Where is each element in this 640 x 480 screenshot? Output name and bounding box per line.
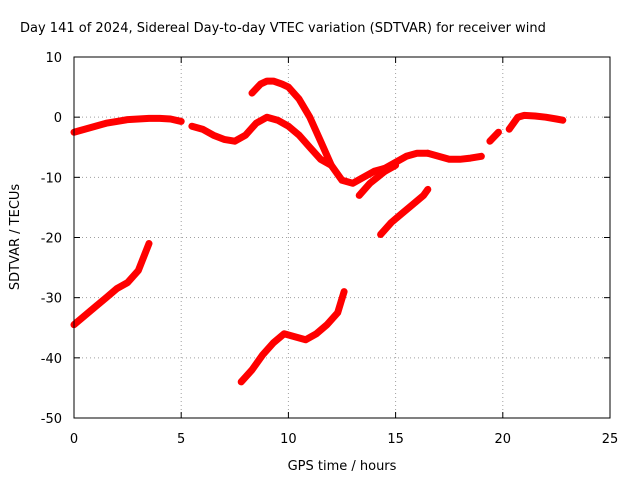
- series-layer: [70, 77, 567, 386]
- y-tick-label: -20: [41, 232, 62, 247]
- axis-ticks: 0 5 10 15 20 25 10 0 -10 -20 -30 -40 -50: [41, 51, 619, 447]
- x-tick-label: 10: [280, 432, 297, 447]
- y-tick-label: -10: [41, 171, 62, 186]
- y-tick-label: 0: [54, 111, 62, 126]
- y-axis-label: SDTVAR / TECUs: [8, 184, 23, 291]
- series-arc-5: [424, 149, 485, 163]
- series-arc-10: [377, 185, 432, 238]
- x-tick-label: 5: [177, 432, 185, 447]
- series-arc-1: [70, 114, 185, 136]
- chart-title: Day 141 of 2024, Sidereal Day-to-day VTE…: [20, 21, 546, 36]
- x-tick-label: 0: [70, 432, 78, 447]
- y-tick-label: -40: [41, 352, 62, 367]
- y-tick-label: 10: [45, 51, 62, 66]
- x-axis-label: GPS time / hours: [288, 459, 397, 474]
- series-arc-9: [237, 288, 348, 386]
- series-arc-6: [486, 128, 502, 145]
- grid: [74, 57, 610, 418]
- y-tick-label: -30: [41, 292, 62, 307]
- series-arc-3: [248, 77, 432, 187]
- x-tick-label: 15: [387, 432, 404, 447]
- y-tick-label: -50: [41, 412, 62, 427]
- series-arc-2: [188, 113, 335, 169]
- series-arc-8: [70, 240, 153, 329]
- series-arc-4: [355, 161, 400, 199]
- x-tick-label: 20: [495, 432, 512, 447]
- series-arc-7: [505, 111, 567, 133]
- x-tick-label: 25: [602, 432, 619, 447]
